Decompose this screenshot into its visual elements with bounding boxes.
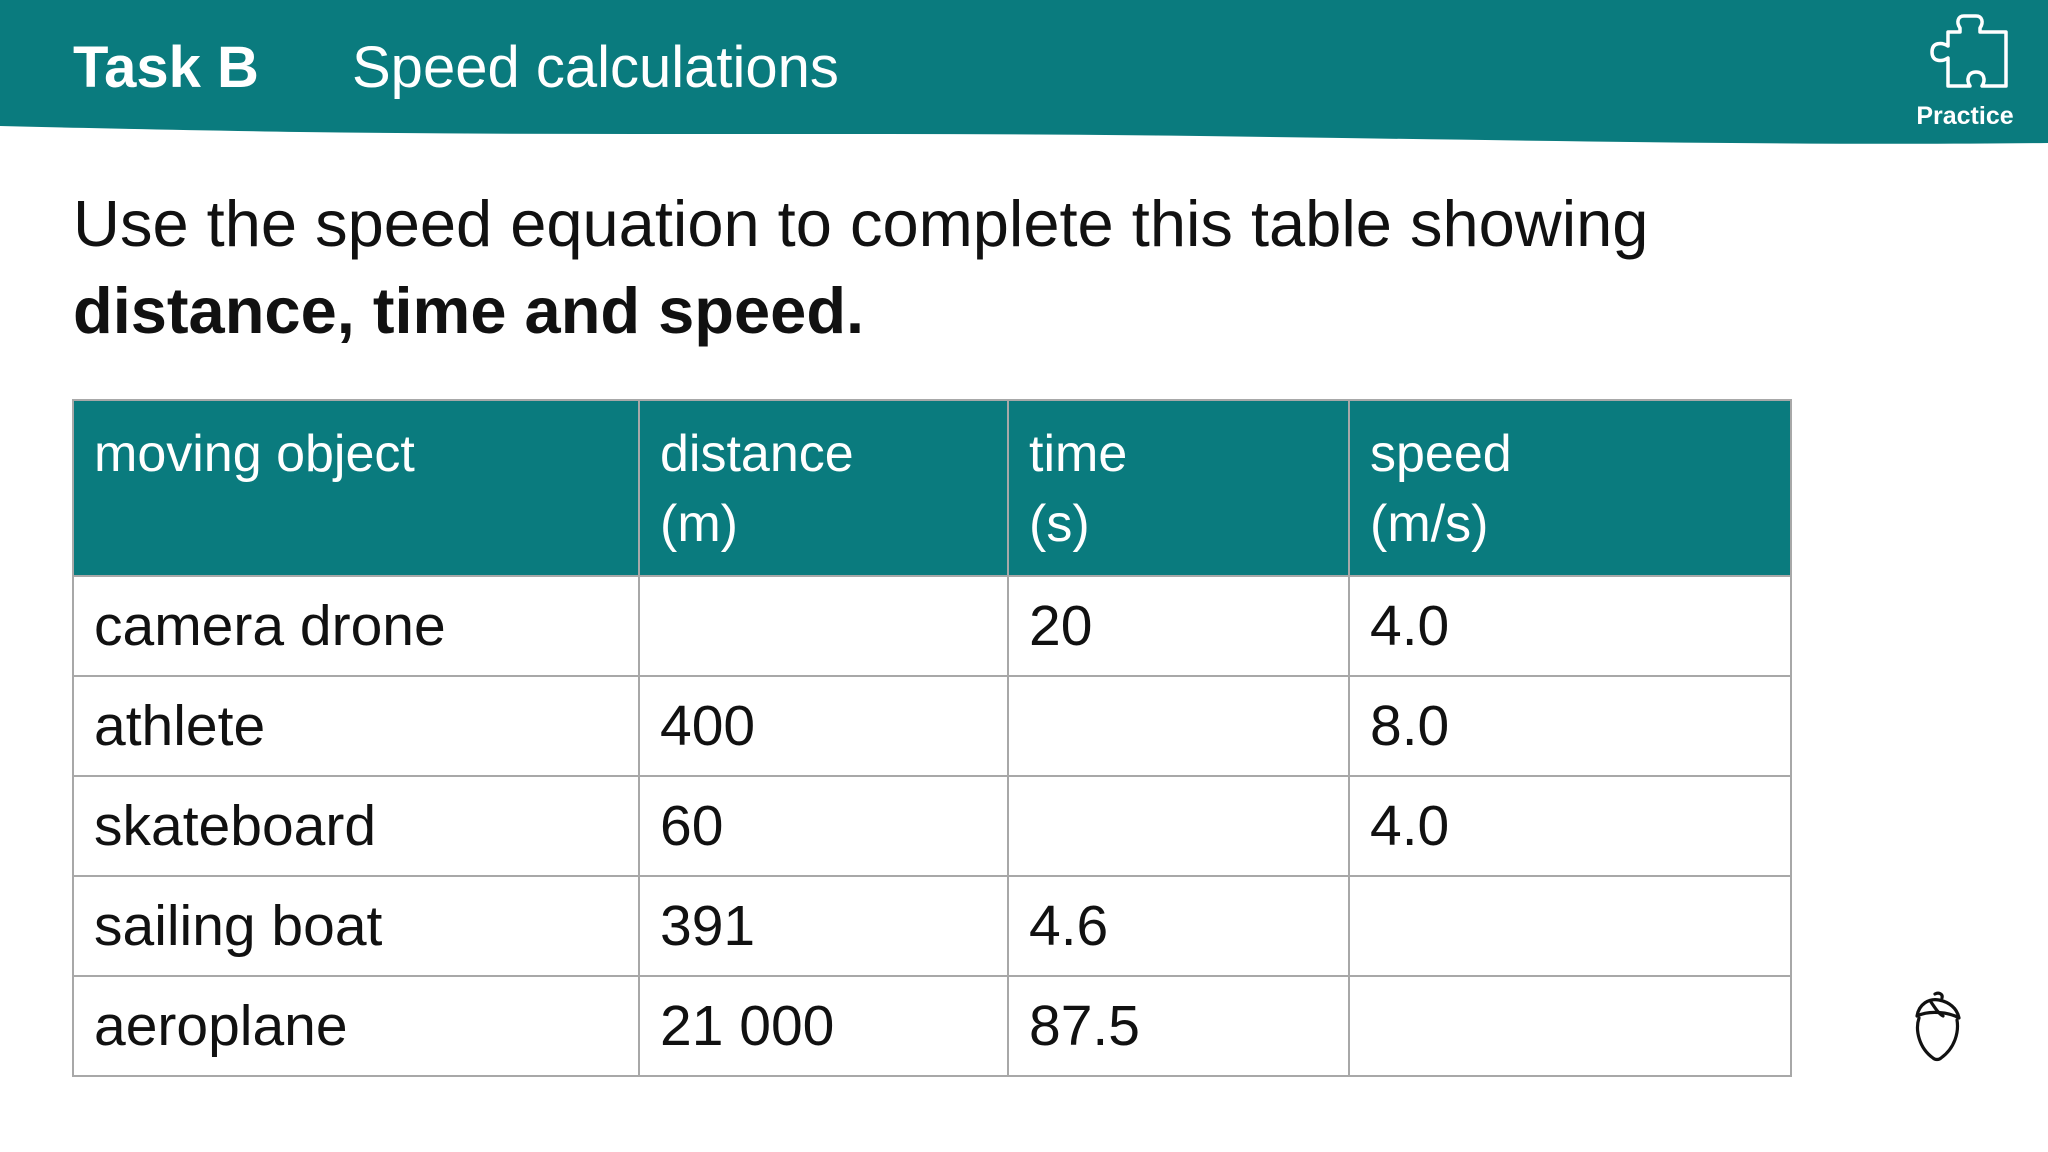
cell-time: 4.6: [1007, 875, 1350, 977]
cell-object: skateboard: [72, 775, 640, 877]
instruction-text: Use the speed equation to complete this …: [73, 180, 1873, 354]
column-header-label: distance: [660, 425, 854, 483]
cell-distance[interactable]: [638, 575, 1009, 677]
column-header-distance: distance (m): [638, 399, 1009, 577]
table-header-row: moving object distance (m) time (s) spee…: [72, 399, 1792, 577]
cell-time: 87.5: [1007, 975, 1350, 1077]
column-header-time: time (s): [1007, 399, 1350, 577]
table-row: aeroplane 21 000 87.5: [72, 975, 1792, 1077]
table-row: athlete 400 8.0: [72, 675, 1792, 777]
instruction-line: Use the speed equation to complete this …: [73, 187, 1649, 260]
column-header-object: moving object: [72, 399, 640, 577]
cell-speed: 8.0: [1348, 675, 1792, 777]
cell-time[interactable]: [1007, 775, 1350, 877]
cell-time[interactable]: [1007, 675, 1350, 777]
page-title: Speed calculations: [352, 35, 839, 100]
instruction-emphasis: distance, time and speed.: [73, 274, 865, 347]
cell-object: athlete: [72, 675, 640, 777]
cell-speed[interactable]: [1348, 875, 1792, 977]
cell-distance: 21 000: [638, 975, 1009, 1077]
column-header-unit: (m/s): [1370, 495, 1489, 553]
table-row: camera drone 20 4.0: [72, 575, 1792, 677]
speed-table: moving object distance (m) time (s) spee…: [72, 399, 1792, 1077]
cell-speed[interactable]: [1348, 975, 1792, 1077]
puzzle-piece-icon: [1930, 14, 2008, 88]
task-label: Task B: [73, 35, 259, 100]
cell-distance: 60: [638, 775, 1009, 877]
cell-time: 20: [1007, 575, 1350, 677]
cell-object: sailing boat: [72, 875, 640, 977]
table-row: sailing boat 391 4.6: [72, 875, 1792, 977]
cell-distance: 400: [638, 675, 1009, 777]
acorn-icon: [1915, 991, 1961, 1062]
cell-object: camera drone: [72, 575, 640, 677]
table-row: skateboard 60 4.0: [72, 775, 1792, 877]
header-banner: [0, 0, 2048, 144]
column-header-label: time: [1029, 425, 1128, 483]
column-header-unit: (s): [1029, 495, 1090, 553]
column-header-label: speed: [1370, 425, 1512, 483]
column-header-unit: (m): [660, 495, 738, 553]
cell-speed: 4.0: [1348, 775, 1792, 877]
cell-object: aeroplane: [72, 975, 640, 1077]
column-header-label: moving object: [94, 425, 415, 483]
cell-speed: 4.0: [1348, 575, 1792, 677]
practice-badge: Practice: [1900, 10, 2030, 135]
cell-distance: 391: [638, 875, 1009, 977]
column-header-speed: speed (m/s): [1348, 399, 1792, 577]
practice-label: Practice: [1916, 102, 2014, 130]
